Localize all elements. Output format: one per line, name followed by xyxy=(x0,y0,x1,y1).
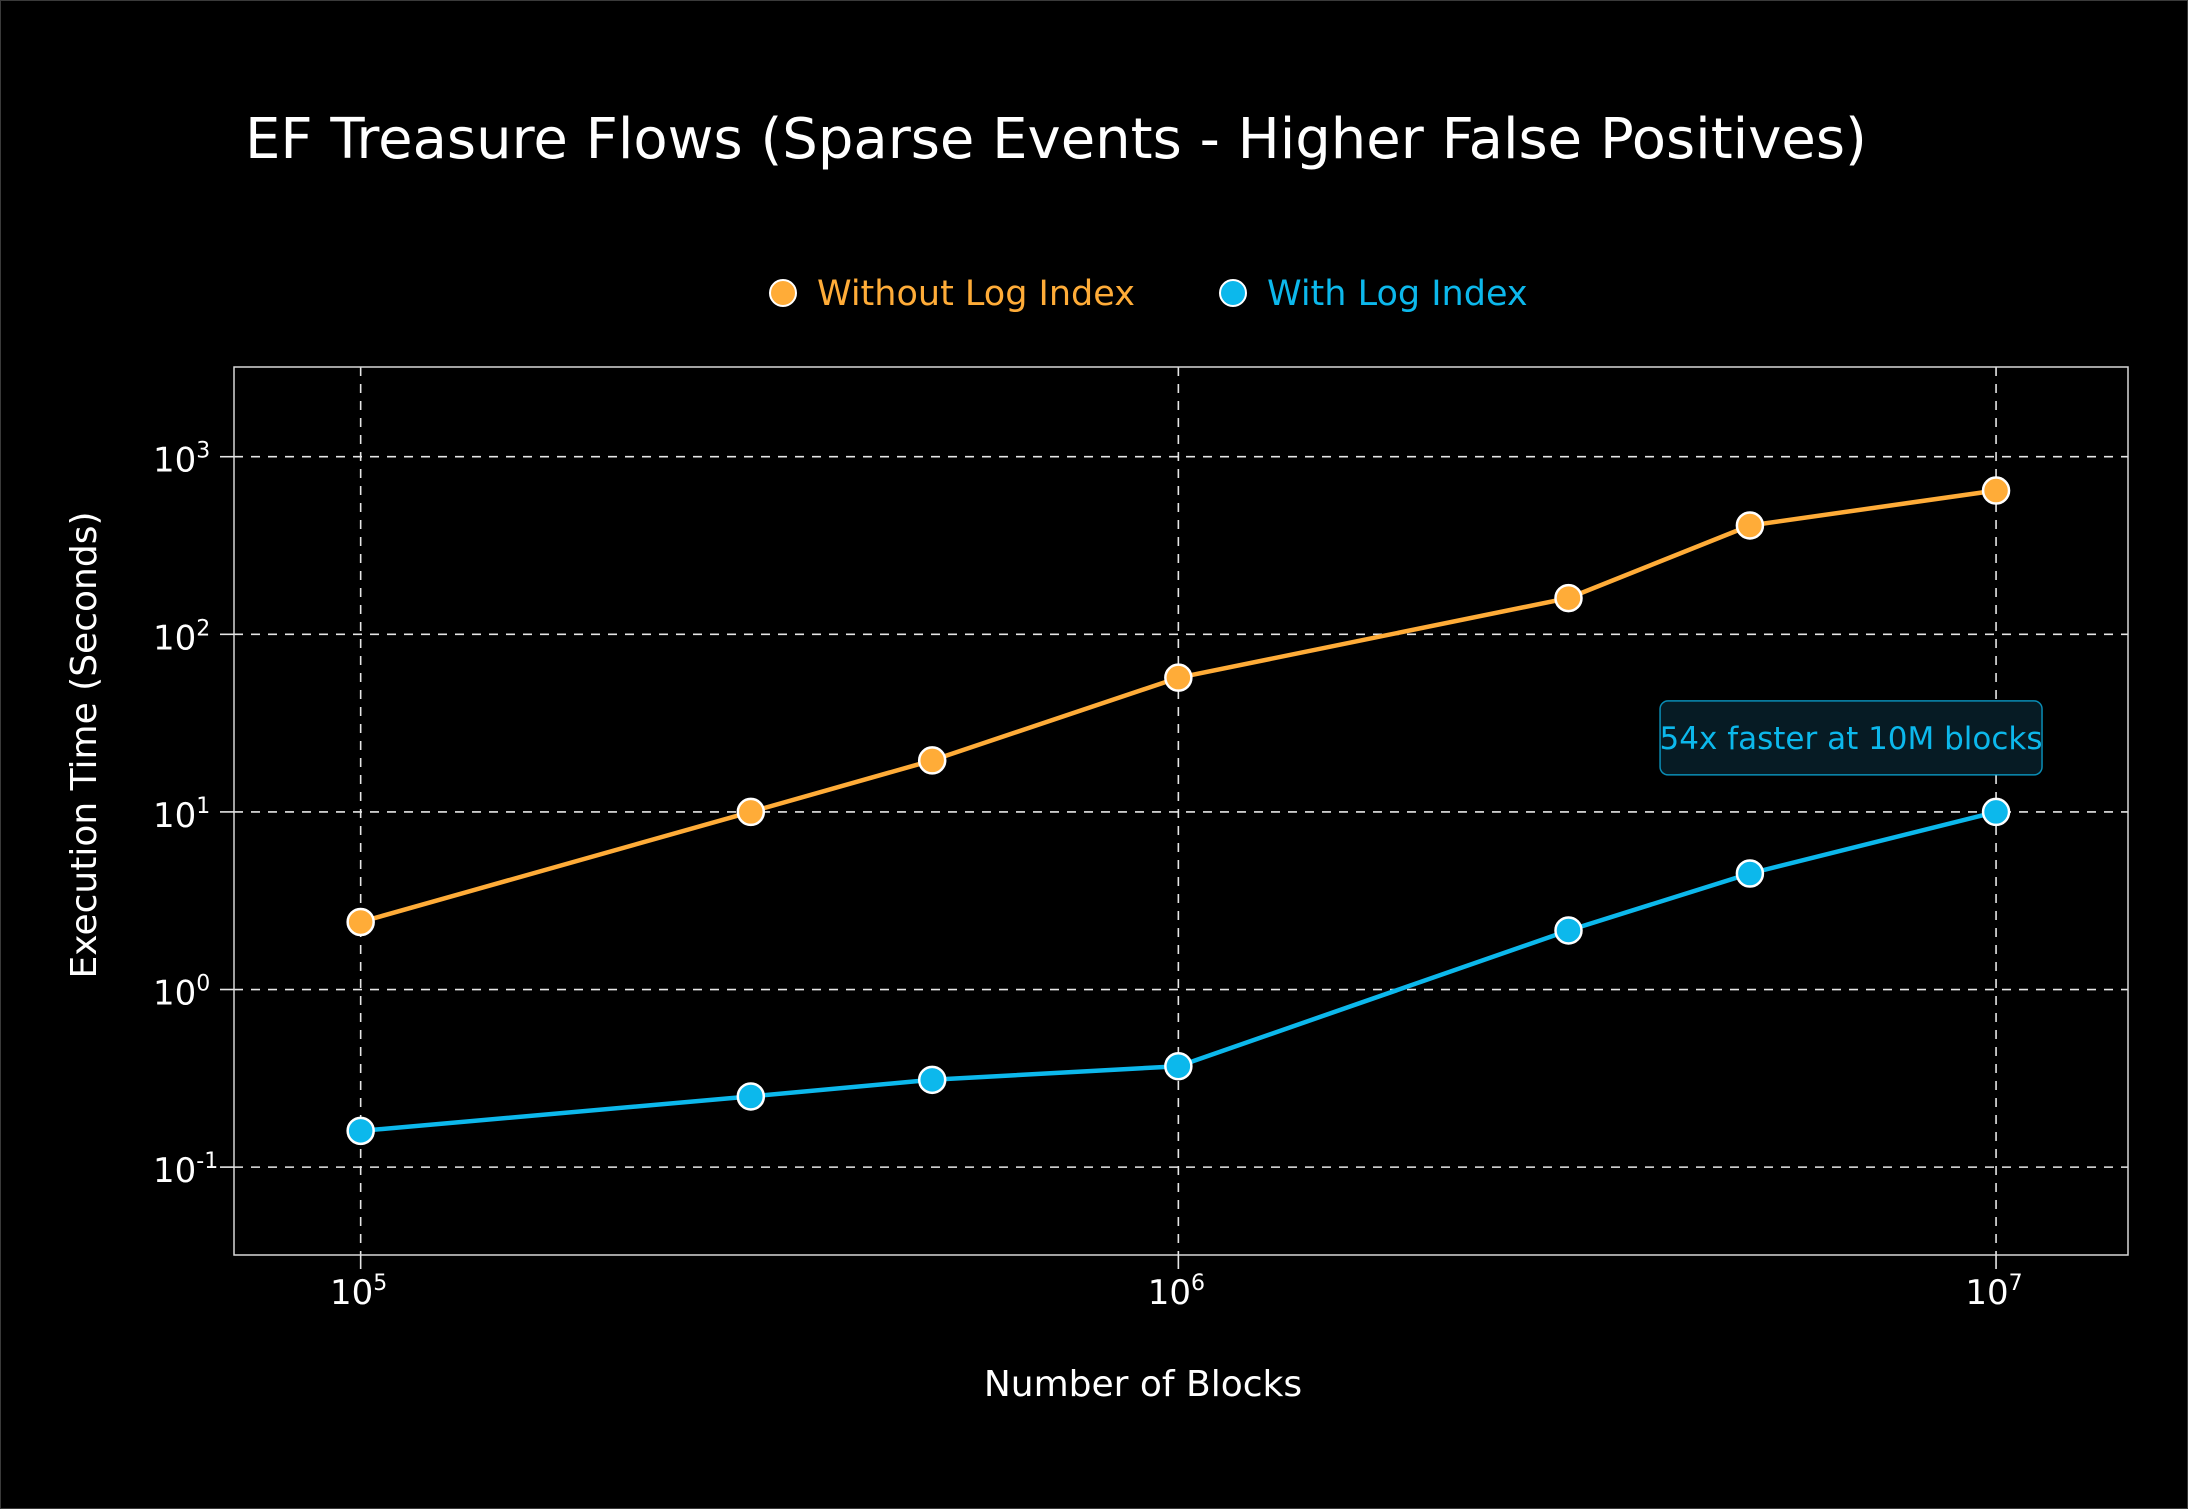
y-tick-base: 10 xyxy=(153,1151,196,1191)
data-point-with-log-index[interactable] xyxy=(1735,859,1765,888)
x-tick-base: 10 xyxy=(330,1273,373,1313)
data-point-without-log-index[interactable] xyxy=(1981,476,2011,505)
y-tick-exponent: 2 xyxy=(196,616,210,641)
data-point-with-log-index[interactable] xyxy=(1981,797,2011,827)
legend: Without Log Index With Log Index xyxy=(769,274,1528,314)
x-tick-base: 10 xyxy=(1965,1273,2008,1313)
y-tick-base: 10 xyxy=(153,974,196,1014)
y-tick-exponent: -1 xyxy=(196,1149,218,1174)
data-point-without-log-index[interactable] xyxy=(736,797,766,827)
y-tick-exponent: 0 xyxy=(196,972,210,997)
y-tick-label: 10-1 xyxy=(153,1149,218,1191)
annotation-box xyxy=(1659,700,2043,776)
grid xyxy=(234,367,2128,1255)
data-point-with-log-index[interactable] xyxy=(917,1065,947,1095)
chart-title: EF Treasure Flows (Sparse Events - Highe… xyxy=(245,107,1867,172)
annotation-text: 54x faster at 10M blocks xyxy=(1660,721,2043,757)
y-tick-base: 10 xyxy=(153,618,196,658)
x-tick-exponent: 6 xyxy=(1191,1271,1205,1296)
legend-label: With Log Index xyxy=(1267,274,1528,314)
series-layer xyxy=(346,476,2011,1146)
y-tick-label: 102 xyxy=(153,616,210,658)
y-tick-exponent: 3 xyxy=(196,439,210,464)
x-axis-title: Number of Blocks xyxy=(984,1364,1302,1405)
y-tick-label: 101 xyxy=(153,794,210,836)
data-point-with-log-index[interactable] xyxy=(1164,1051,1193,1081)
series-with-log-index xyxy=(346,797,2011,1146)
x-tick-exponent: 7 xyxy=(2009,1271,2023,1296)
legend-label: Without Log Index xyxy=(817,274,1135,314)
y-tick-label: 100 xyxy=(153,972,210,1014)
data-point-with-log-index[interactable] xyxy=(1554,916,1583,945)
data-point-without-log-index[interactable] xyxy=(917,746,947,775)
y-axis-title: Execution Time (Seconds) xyxy=(64,512,105,979)
data-point-without-log-index[interactable] xyxy=(1164,663,1193,692)
series-without-log-index xyxy=(346,476,2011,937)
legend-item-with-log-index[interactable]: With Log Index xyxy=(1219,274,1528,314)
data-point-with-log-index[interactable] xyxy=(346,1116,375,1146)
y-tick-base: 10 xyxy=(153,796,196,836)
legend-marker xyxy=(1219,279,1247,307)
plot-frame xyxy=(233,366,2129,1256)
x-axis-ticks: 105 106 107 xyxy=(330,1255,2023,1313)
data-point-with-log-index[interactable] xyxy=(736,1082,766,1111)
x-tick-label: 106 xyxy=(1148,1271,1205,1313)
data-point-without-log-index[interactable] xyxy=(346,907,375,937)
x-tick-label: 105 xyxy=(330,1271,387,1313)
legend-item-without-log-index[interactable]: Without Log Index xyxy=(769,274,1135,314)
x-tick-label: 107 xyxy=(1965,1271,2022,1313)
x-tick-exponent: 5 xyxy=(373,1271,387,1296)
y-tick-label: 103 xyxy=(153,439,210,481)
x-tick-base: 10 xyxy=(1148,1273,1191,1313)
annotation-callout: 54x faster at 10M blocks xyxy=(1659,700,2043,776)
legend-marker xyxy=(769,279,797,307)
data-point-without-log-index[interactable] xyxy=(1554,583,1583,613)
y-tick-base: 10 xyxy=(153,441,196,481)
annotation-layer: 54x faster at 10M blocks xyxy=(1659,700,2043,776)
data-point-without-log-index[interactable] xyxy=(1735,511,1765,540)
y-tick-exponent: 1 xyxy=(196,794,210,819)
